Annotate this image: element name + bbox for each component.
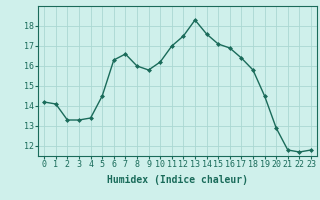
X-axis label: Humidex (Indice chaleur): Humidex (Indice chaleur)	[107, 175, 248, 185]
